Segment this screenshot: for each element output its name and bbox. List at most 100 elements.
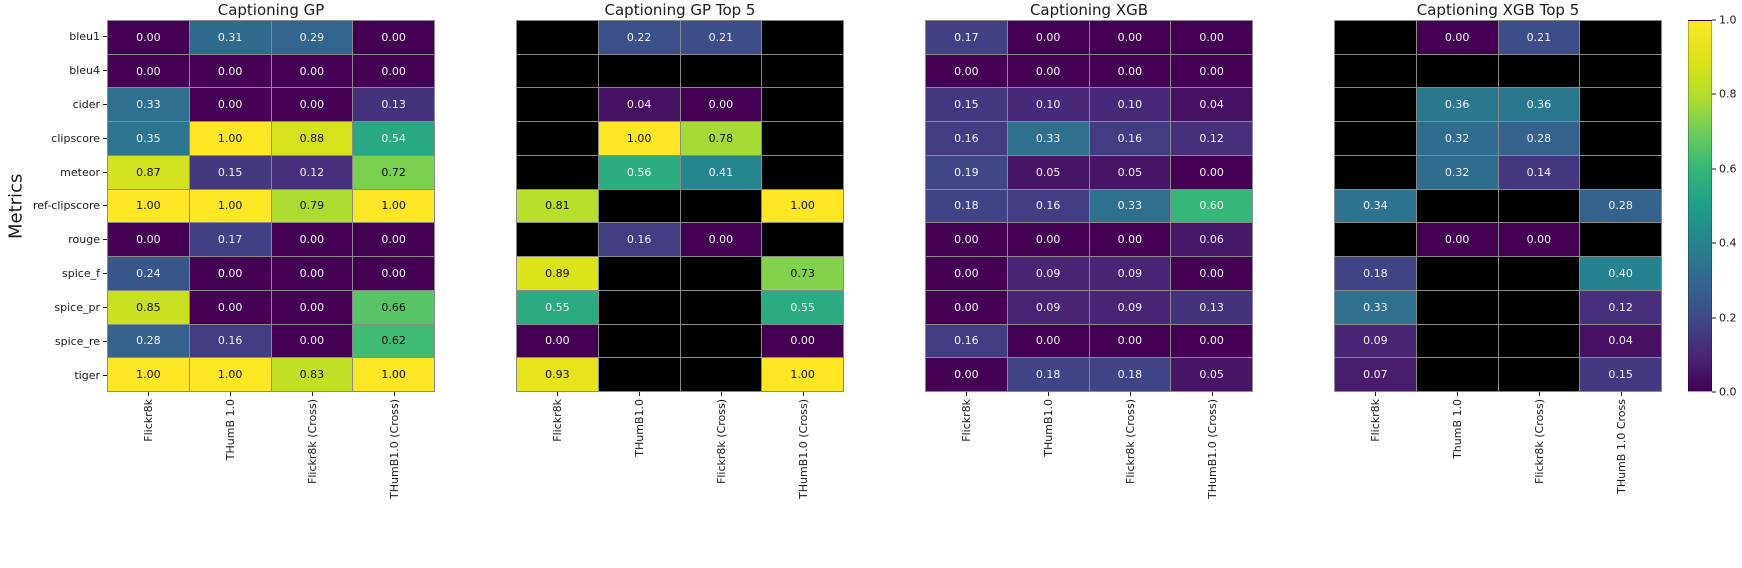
heatmap-cell-masked: [680, 324, 762, 358]
heatmap-cell: 0.06: [1171, 223, 1252, 257]
colorbar-tick-mark: [1712, 93, 1716, 95]
x-tick-label: Flickr8k (Cross): [714, 399, 728, 484]
heatmap-cell: 0.09: [1007, 257, 1089, 290]
y-tick-row: bleu1: [0, 20, 107, 54]
x-tick-mark: [393, 392, 395, 396]
heatmap-cell-masked: [1416, 358, 1498, 391]
heatmap-cell: 0.00: [926, 358, 1007, 391]
heatmap-cell: 0.16: [1089, 122, 1171, 155]
y-tick-label: meteor: [60, 165, 100, 179]
heatmap-cell: 0.93: [517, 358, 598, 391]
y-tick-label: spice_re: [54, 334, 100, 348]
y-tick-row: spice_pr: [0, 291, 107, 325]
x-tick-column: Flickr8k: [1334, 392, 1416, 568]
heatmap-cell: 0.00: [189, 257, 271, 290]
x-tick-column: ThumB 1.0: [1416, 392, 1498, 568]
heatmap-cell: 0.05: [1171, 358, 1252, 391]
x-tick-label: THumB1.0: [1041, 399, 1055, 457]
heatmap-cell-masked: [1498, 54, 1580, 88]
heatmap-cell: 0.41: [680, 155, 762, 189]
heatmap-cell: 0.36: [1416, 88, 1498, 122]
heatmap-cell: 0.00: [1171, 54, 1252, 88]
x-tick-mark: [1129, 392, 1131, 396]
x-tick-column: THumB1.0 (Cross): [353, 392, 435, 568]
colorbar-tick: 0.8: [1712, 88, 1737, 101]
heatmap-cell: 0.05: [1089, 155, 1171, 189]
heatmap-cell: 0.83: [271, 358, 353, 391]
heatmap-cell: 0.22: [598, 21, 680, 54]
heatmap-cell: 0.62: [353, 324, 434, 358]
heatmap-cell: 0.32: [1416, 122, 1498, 155]
heatmap-cell: 0.00: [1007, 324, 1089, 358]
x-tick-label: THumB 1.0 Cross: [1614, 399, 1628, 494]
y-tick-row: clipscore: [0, 121, 107, 155]
y-tick-mark: [103, 36, 107, 38]
heatmap-cell-masked: [598, 358, 680, 391]
heatmap-cell: 1.00: [108, 189, 189, 223]
heatmap-cell-masked: [1580, 21, 1661, 54]
heatmap-cell: 0.33: [1089, 189, 1171, 223]
heatmap-cell: 0.00: [1416, 223, 1498, 257]
x-tick-mark: [147, 392, 149, 396]
x-tick-mark: [1211, 392, 1213, 396]
heatmap-cell: 0.00: [353, 21, 434, 54]
x-tick-label: Flickr8k: [1368, 399, 1382, 442]
x-tick-column: Flickr8k: [516, 392, 598, 568]
x-tick-column: Flickr8k (Cross): [1498, 392, 1580, 568]
y-tick-label: spice_pr: [54, 300, 100, 314]
x-tick-label: ThumB 1.0: [1450, 399, 1464, 459]
heatmap-cell-masked: [1416, 257, 1498, 290]
heatmap-cell-masked: [1498, 189, 1580, 223]
x-tick-label: THumB1.0 (Cross): [1205, 399, 1219, 499]
x-tick-mark: [556, 392, 558, 396]
x-tick-label: THumB1.0 (Cross): [796, 399, 810, 499]
heatmap-cell: 0.17: [926, 21, 1007, 54]
y-tick-mark: [103, 239, 107, 241]
chart-title: Captioning XGB Top 5: [1416, 1, 1580, 19]
x-tick-mark: [802, 392, 804, 396]
y-tick-mark: [103, 205, 107, 207]
heatmap-cell-masked: [1498, 358, 1580, 391]
heatmap-cell: 0.00: [517, 324, 598, 358]
x-tick-column: Flickr8k (Cross): [1089, 392, 1171, 568]
heatmap-cell: 0.56: [598, 155, 680, 189]
y-tick-mark: [103, 340, 107, 342]
heatmap-cell-masked: [762, 88, 843, 122]
heatmap-cell: 0.18: [1007, 358, 1089, 391]
heatmap-cell: 0.00: [271, 88, 353, 122]
x-tick-column: Flickr8k (Cross): [271, 392, 353, 568]
heatmap-cell: 0.00: [271, 290, 353, 324]
heatmap-cell: 0.21: [680, 21, 762, 54]
heatmap-cell: 0.15: [189, 155, 271, 189]
x-tick-label: Flickr8k: [141, 399, 155, 442]
heatmap-cell: 0.33: [108, 88, 189, 122]
y-tick-mark: [103, 374, 107, 376]
heatmap-cell-masked: [1498, 290, 1580, 324]
heatmap-cell-masked: [1335, 54, 1416, 88]
x-tick-label: Flickr8k: [959, 399, 973, 442]
y-tick-row: rouge: [0, 223, 107, 257]
x-tick-mark: [965, 392, 967, 396]
y-tick-row: cider: [0, 88, 107, 122]
x-tick-mark: [1047, 392, 1049, 396]
heatmap-cell: 0.40: [1580, 257, 1661, 290]
heatmap-cell: 0.88: [271, 122, 353, 155]
heatmap-cell-masked: [517, 155, 598, 189]
heatmap-cell: 0.16: [926, 324, 1007, 358]
x-tick-column: THumB1.0: [1007, 392, 1089, 568]
y-tick-label: bleu1: [69, 30, 100, 44]
y-tick-row: ref-clipscore: [0, 189, 107, 223]
heatmap-cell-masked: [762, 155, 843, 189]
heatmap-cell-masked: [1498, 324, 1580, 358]
x-tick-labels: Flickr8k ThumB 1.0 Flickr8k (Cross) THumB 1…: [1334, 392, 1662, 568]
heatmap-cell: 0.07: [1335, 358, 1416, 391]
x-tick-label: THumB1.0 (Cross): [387, 399, 401, 499]
heatmap-cell-masked: [762, 54, 843, 88]
y-tick-mark: [103, 70, 107, 72]
heatmap-cell: 0.15: [926, 88, 1007, 122]
heatmap-cell: 0.28: [1498, 122, 1580, 155]
heatmap-cell: 1.00: [762, 189, 843, 223]
heatmap-cell-masked: [1580, 223, 1661, 257]
heatmap-cell: 0.81: [517, 189, 598, 223]
